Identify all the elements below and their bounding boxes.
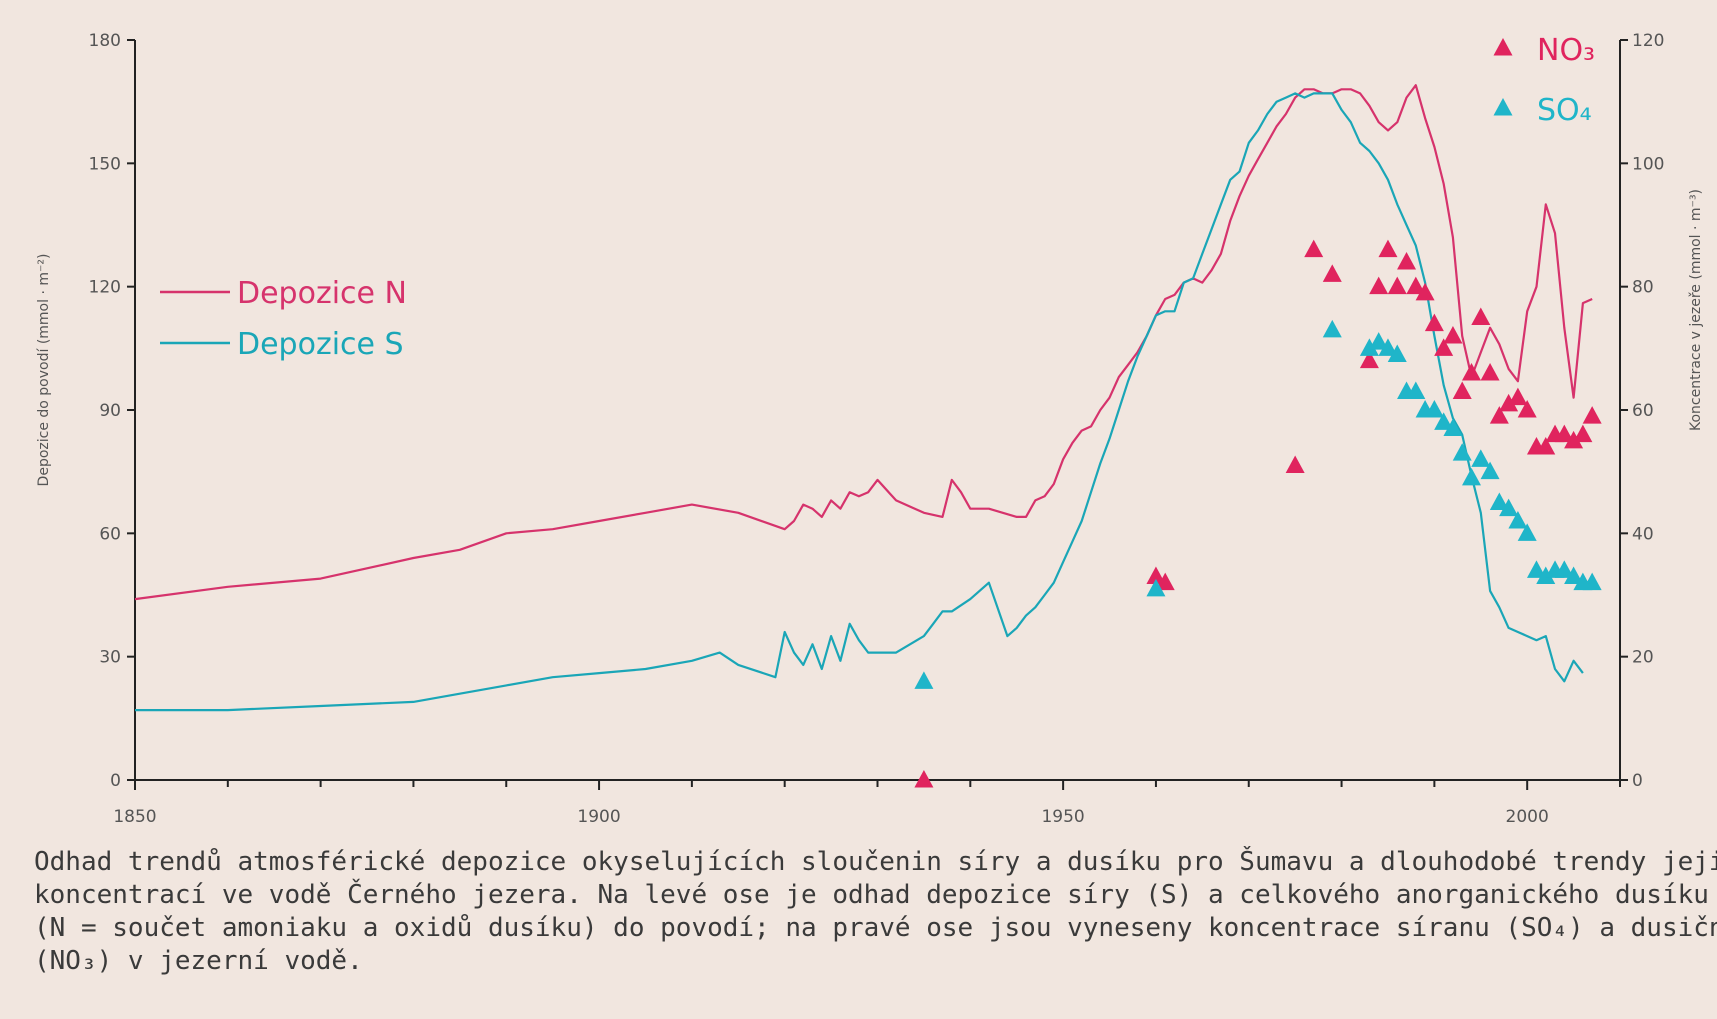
no3-marker	[1322, 264, 1342, 282]
legend-so4-marker	[1493, 98, 1513, 116]
no3-marker	[1406, 276, 1426, 295]
figure-caption: Odhad trendů atmosférické depozice okyse…	[34, 846, 1717, 978]
no3-marker	[1471, 307, 1491, 325]
so4-marker	[1359, 338, 1379, 356]
so4-marker	[1489, 492, 1509, 510]
y-left-tick-label: 0	[110, 771, 121, 791]
so4-marker	[1146, 578, 1166, 597]
legend-label-n: Depozice N	[237, 276, 407, 311]
no3-marker	[1536, 437, 1556, 455]
caption-line: koncentrací ve vodě Černého jezera. Na l…	[34, 880, 1709, 910]
axes-layer: 0 30 60 90 120 150 180 0 20 40 60 80 100 120 1850 1900 1…	[36, 31, 1704, 827]
y-left-tick-label: 90	[99, 401, 121, 421]
no3-marker	[1434, 338, 1454, 356]
no3-marker	[1424, 313, 1444, 332]
x-tick-label: 1900	[577, 807, 620, 827]
so4-marker	[1536, 566, 1556, 584]
y-right-tick-label: 40	[1632, 524, 1654, 544]
no3-marker	[1480, 363, 1500, 381]
y-right-tick-label: 0	[1632, 771, 1643, 791]
so4-marker	[1434, 412, 1454, 430]
caption-line: (N = součet amoniaku a oxidů dusíku) do …	[34, 913, 1717, 943]
y-left-tick-label: 120	[89, 278, 121, 298]
y-right-axis-title: Koncentrace v jezeře (mmol · m⁻³)	[1688, 189, 1704, 431]
y-right-tick-label: 80	[1632, 278, 1654, 298]
so4-marker	[1443, 418, 1463, 436]
so4-marker	[1564, 566, 1584, 584]
no3-marker	[1462, 363, 1481, 381]
no3-marker	[1285, 455, 1305, 473]
caption-line: Odhad trendů atmosférické depozice okyse…	[34, 847, 1717, 877]
chart: 0 30 60 90 120 150 180 0 20 40 60 80 100 120 1850 1900 1…	[36, 31, 1704, 827]
no3-marker	[1155, 572, 1175, 591]
y-left-tick-label: 180	[89, 31, 121, 51]
no3-marker	[1564, 430, 1584, 449]
no3-marker	[1452, 381, 1472, 399]
y-right-tick-label: 20	[1632, 648, 1654, 668]
x-tick-label: 1950	[1041, 807, 1084, 827]
series-line-depozice-n	[134, 84, 1593, 601]
no3-marker	[1304, 239, 1324, 258]
legend-label-s: Depozice S	[237, 327, 404, 362]
no3-marker	[914, 770, 934, 788]
so4-marker	[1517, 523, 1537, 541]
no3-marker	[1517, 400, 1537, 418]
legend-no3-label: NO₃	[1537, 33, 1595, 68]
marker-layer	[914, 239, 1602, 788]
y-right-tick-label: 100	[1632, 154, 1664, 174]
no3-marker	[1397, 252, 1417, 270]
no3-marker	[1508, 387, 1528, 406]
series-line-depozice-s	[135, 92, 1584, 712]
no3-marker	[1359, 350, 1379, 369]
so4-marker	[1471, 449, 1491, 467]
no3-marker	[1554, 424, 1574, 443]
no3-marker	[1443, 326, 1463, 344]
no3-marker	[1369, 276, 1389, 295]
no3-marker	[1415, 282, 1435, 301]
so4-marker	[1526, 560, 1546, 578]
series-layer	[134, 84, 1593, 712]
no3-marker	[1146, 566, 1166, 584]
legend-no3-marker	[1493, 38, 1513, 56]
x-tick-label: 1850	[113, 807, 156, 827]
no3-marker	[1378, 239, 1398, 258]
so4-marker	[1378, 338, 1398, 356]
y-left-tick-label: 60	[99, 524, 121, 544]
y-left-tick-label: 30	[99, 648, 121, 668]
no3-marker	[1489, 406, 1509, 424]
legend-so4-label: SO₄	[1537, 93, 1592, 128]
so4-marker	[1424, 400, 1444, 418]
so4-marker	[1406, 381, 1426, 399]
no3-marker	[1573, 424, 1593, 443]
y-left-axis-title: Depozice do povodí (mmol · m⁻²)	[36, 254, 52, 487]
no3-marker	[1387, 276, 1407, 295]
so4-marker	[914, 671, 934, 689]
so4-marker	[1322, 319, 1342, 338]
y-left-tick-label: 150	[89, 154, 121, 174]
y-right-tick-label: 120	[1632, 31, 1664, 51]
caption-line: (NO₃) v jezerní vodě.	[34, 946, 363, 976]
so4-marker	[1462, 467, 1481, 486]
so4-marker	[1387, 344, 1407, 362]
no3-marker	[1582, 406, 1602, 424]
no3-marker	[1499, 393, 1519, 412]
so4-marker	[1369, 332, 1389, 350]
so4-marker	[1554, 560, 1574, 578]
y-right-tick-label: 60	[1632, 401, 1654, 421]
x-tick-label: 2000	[1506, 807, 1549, 827]
legend: Depozice N Depozice S NO₃ SO₄	[160, 33, 1595, 362]
so4-marker	[1452, 443, 1472, 461]
so4-marker	[1582, 572, 1602, 591]
so4-marker	[1499, 498, 1519, 517]
so4-marker	[1508, 511, 1528, 529]
so4-marker	[1480, 461, 1500, 480]
